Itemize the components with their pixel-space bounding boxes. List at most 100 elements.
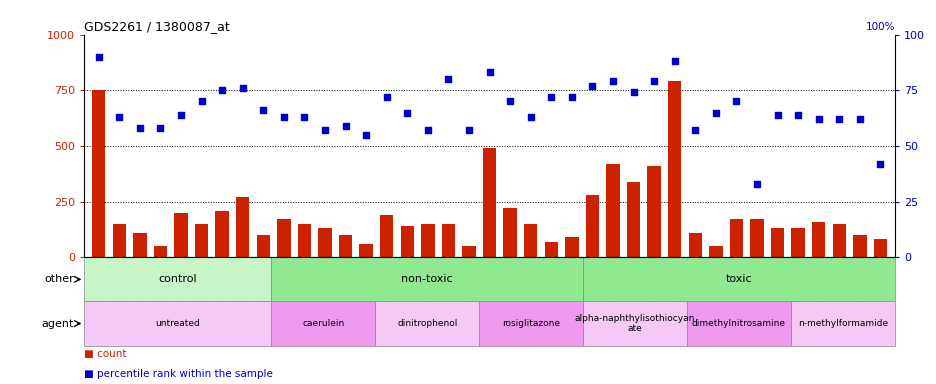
Point <box>235 85 250 91</box>
Bar <box>647 166 660 257</box>
Bar <box>812 222 825 257</box>
Bar <box>174 213 187 257</box>
Bar <box>482 148 496 257</box>
Point <box>111 114 126 120</box>
Text: non-toxic: non-toxic <box>401 274 453 285</box>
Point <box>173 112 188 118</box>
Bar <box>236 197 249 257</box>
Bar <box>421 224 434 257</box>
Bar <box>375 301 478 346</box>
Point <box>543 94 558 100</box>
Bar <box>770 228 783 257</box>
Point <box>132 125 147 131</box>
Text: n-methylformamide: n-methylformamide <box>797 319 887 328</box>
Point <box>194 98 209 104</box>
Point <box>790 112 805 118</box>
Point <box>338 123 353 129</box>
Bar <box>790 301 894 346</box>
Point <box>749 181 764 187</box>
Point <box>276 114 291 120</box>
Bar <box>544 242 557 257</box>
Bar <box>688 233 701 257</box>
Point <box>91 54 106 60</box>
Point <box>769 112 784 118</box>
Point <box>563 94 578 100</box>
Point <box>522 114 537 120</box>
Bar <box>503 208 517 257</box>
Point <box>852 116 867 122</box>
Bar <box>606 164 619 257</box>
Bar <box>564 237 578 257</box>
Point <box>728 98 743 104</box>
Text: control: control <box>158 274 197 285</box>
Point <box>441 76 456 82</box>
Bar <box>709 246 722 257</box>
Bar <box>872 240 886 257</box>
Text: toxic: toxic <box>724 274 752 285</box>
Point <box>297 114 312 120</box>
Bar <box>318 228 331 257</box>
Point <box>666 58 681 65</box>
Point <box>153 125 168 131</box>
Bar <box>271 257 582 301</box>
Text: ■ count: ■ count <box>84 349 126 359</box>
Bar <box>686 301 790 346</box>
Bar <box>84 257 271 301</box>
Point <box>708 109 723 116</box>
Bar <box>298 224 311 257</box>
Text: rosiglitazone: rosiglitazone <box>502 319 560 328</box>
Text: agent: agent <box>41 318 74 329</box>
Point <box>358 132 373 138</box>
Bar <box>461 246 475 257</box>
Point <box>872 161 887 167</box>
Point <box>317 127 332 133</box>
Bar <box>832 224 845 257</box>
Bar <box>277 219 290 257</box>
Point <box>502 98 517 104</box>
Bar <box>215 210 228 257</box>
Bar <box>441 224 455 257</box>
Point <box>256 107 271 113</box>
Bar <box>729 219 742 257</box>
Bar <box>582 257 894 301</box>
Bar <box>359 244 373 257</box>
Bar <box>84 301 271 346</box>
Bar <box>154 246 167 257</box>
Bar <box>750 219 763 257</box>
Point <box>646 78 661 84</box>
Bar <box>112 224 125 257</box>
Text: other: other <box>44 274 74 285</box>
Point <box>687 127 702 133</box>
Point <box>481 70 496 76</box>
Text: caerulein: caerulein <box>302 319 344 328</box>
Text: GDS2261 / 1380087_at: GDS2261 / 1380087_at <box>84 20 230 33</box>
Point <box>831 116 846 122</box>
Bar <box>92 90 106 257</box>
Bar <box>195 224 208 257</box>
Point <box>400 109 415 116</box>
Bar <box>380 215 393 257</box>
Bar <box>626 182 639 257</box>
Bar <box>271 301 375 346</box>
Bar <box>478 301 582 346</box>
Bar <box>853 235 866 257</box>
Bar <box>133 233 146 257</box>
Point <box>214 87 229 93</box>
Point <box>379 94 394 100</box>
Bar <box>401 226 414 257</box>
Point <box>811 116 826 122</box>
Text: dimethylnitrosamine: dimethylnitrosamine <box>691 319 785 328</box>
Bar <box>582 301 686 346</box>
Bar <box>667 81 680 257</box>
Bar <box>256 235 270 257</box>
Point <box>420 127 435 133</box>
Text: untreated: untreated <box>155 319 200 328</box>
Point <box>584 83 599 89</box>
Bar <box>523 224 537 257</box>
Bar <box>791 228 804 257</box>
Bar <box>339 235 352 257</box>
Bar <box>585 195 598 257</box>
Point <box>605 78 620 84</box>
Text: 100%: 100% <box>865 22 894 32</box>
Text: dinitrophenol: dinitrophenol <box>397 319 457 328</box>
